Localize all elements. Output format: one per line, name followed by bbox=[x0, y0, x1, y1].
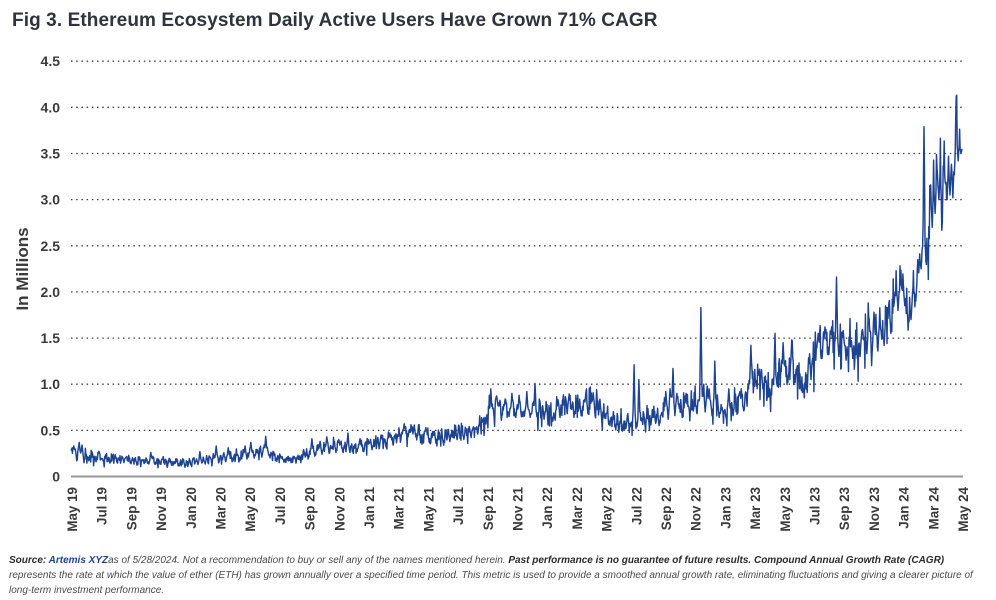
svg-text:Nov 22: Nov 22 bbox=[689, 487, 704, 531]
svg-text:Jan 20: Jan 20 bbox=[184, 487, 199, 529]
svg-text:May 22: May 22 bbox=[600, 487, 615, 532]
svg-text:May 19: May 19 bbox=[65, 487, 80, 532]
svg-text:Nov 23: Nov 23 bbox=[867, 487, 882, 531]
svg-text:0: 0 bbox=[52, 469, 60, 485]
svg-text:2.0: 2.0 bbox=[41, 284, 61, 300]
svg-text:1.0: 1.0 bbox=[41, 376, 61, 392]
svg-text:Sep 23: Sep 23 bbox=[837, 487, 852, 530]
svg-text:Mar 23: Mar 23 bbox=[748, 487, 763, 529]
svg-text:Jul 22: Jul 22 bbox=[629, 487, 644, 525]
svg-text:4.5: 4.5 bbox=[41, 53, 61, 69]
svg-text:Jan 22: Jan 22 bbox=[540, 487, 555, 529]
svg-text:3.0: 3.0 bbox=[41, 192, 61, 208]
svg-text:In Millions: In Millions bbox=[13, 227, 32, 310]
svg-text:Jul 19: Jul 19 bbox=[95, 487, 110, 525]
svg-text:Jan 21: Jan 21 bbox=[362, 486, 377, 528]
svg-text:Jan 23: Jan 23 bbox=[718, 487, 733, 529]
svg-text:Jul 21: Jul 21 bbox=[451, 486, 466, 525]
svg-text:Sep 19: Sep 19 bbox=[124, 487, 139, 530]
svg-text:May 24: May 24 bbox=[956, 486, 971, 531]
svg-text:May 23: May 23 bbox=[778, 487, 793, 532]
svg-text:May 21: May 21 bbox=[421, 486, 436, 531]
svg-text:4.0: 4.0 bbox=[41, 99, 61, 115]
svg-text:Jul 20: Jul 20 bbox=[273, 487, 288, 525]
svg-text:3.5: 3.5 bbox=[41, 146, 61, 162]
svg-text:Jan 24: Jan 24 bbox=[897, 486, 912, 528]
svg-text:Mar 21: Mar 21 bbox=[392, 486, 407, 529]
svg-text:May 20: May 20 bbox=[243, 487, 258, 532]
svg-text:Nov 21: Nov 21 bbox=[511, 486, 526, 530]
svg-text:Mar 22: Mar 22 bbox=[570, 487, 585, 529]
svg-text:Nov 20: Nov 20 bbox=[332, 487, 347, 531]
svg-text:Mar 24: Mar 24 bbox=[926, 486, 941, 529]
svg-text:0.5: 0.5 bbox=[41, 422, 61, 438]
svg-text:Sep 20: Sep 20 bbox=[303, 487, 318, 530]
svg-text:2.5: 2.5 bbox=[41, 238, 61, 254]
svg-text:Mar 20: Mar 20 bbox=[214, 487, 229, 529]
svg-text:1.5: 1.5 bbox=[41, 330, 61, 346]
svg-text:Nov 19: Nov 19 bbox=[154, 487, 169, 531]
svg-text:Sep 22: Sep 22 bbox=[659, 487, 674, 530]
svg-text:Sep 21: Sep 21 bbox=[481, 486, 496, 530]
svg-text:Jul 23: Jul 23 bbox=[808, 487, 823, 525]
